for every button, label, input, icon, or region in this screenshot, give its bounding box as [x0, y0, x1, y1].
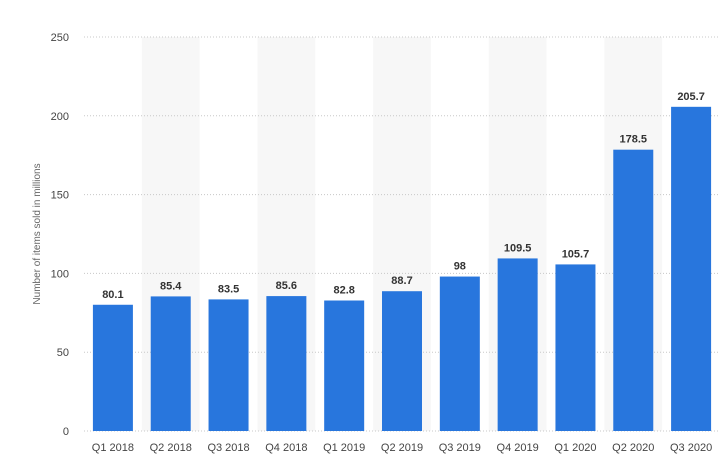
x-tick-label: Q2 2019	[381, 442, 423, 454]
bar-q2-2018	[150, 296, 191, 431]
bar-q1-2019	[324, 300, 365, 431]
data-label: 83.5	[218, 283, 239, 295]
bar-q4-2019	[497, 258, 538, 431]
data-label: 85.4	[160, 280, 182, 292]
data-label: 85.6	[276, 280, 297, 292]
x-tick-label: Q2 2020	[612, 442, 654, 454]
y-tick-label: 100	[51, 268, 69, 280]
bars	[92, 106, 712, 431]
bar-q1-2020	[555, 264, 596, 431]
bar-q3-2018	[208, 299, 249, 431]
data-label: 98	[454, 261, 466, 273]
x-tick-label: Q4 2019	[497, 442, 539, 454]
x-tick-label: Q1 2018	[92, 442, 134, 454]
y-axis-title: Number of items sold in millions	[32, 163, 43, 304]
data-label: 80.1	[102, 289, 123, 301]
x-tick-label: Q1 2020	[554, 442, 596, 454]
x-tick-label: Q4 2018	[265, 442, 307, 454]
x-axis-ticks: Q1 2018 Q2 2018 Q3 2018 Q4 2018 Q1 2019 Q2 20…	[92, 442, 712, 454]
y-tick-label: 250	[51, 32, 69, 44]
bar-q2-2019	[382, 291, 422, 431]
data-label: 88.7	[391, 275, 412, 287]
bar-q3-2019	[439, 276, 480, 431]
data-labels: 80.1 85.4 83.5 85.6 82.8 88.7 98 109.5 105.7 178.…	[102, 91, 705, 301]
data-label: 105.7	[562, 248, 590, 260]
data-label: 205.7	[677, 91, 705, 103]
y-tick-label: 0	[63, 426, 69, 438]
x-tick-label: Q1 2019	[323, 442, 365, 454]
bar-q2-2020	[613, 149, 654, 431]
y-axis-ticks: 0 50 100 150 200 250	[51, 32, 69, 438]
bar-q4-2018	[266, 296, 307, 431]
y-tick-label: 200	[51, 111, 69, 123]
data-label: 109.5	[504, 242, 532, 254]
bar-q3-2020	[671, 106, 712, 431]
y-tick-label: 50	[57, 347, 69, 359]
x-tick-label: Q3 2018	[207, 442, 249, 454]
x-tick-label: Q3 2020	[670, 442, 712, 454]
bar-q1-2018	[92, 304, 133, 431]
y-tick-label: 150	[51, 190, 69, 202]
data-label: 82.8	[333, 285, 354, 297]
x-tick-label: Q2 2018	[150, 442, 192, 454]
data-label: 178.5	[620, 134, 648, 146]
x-tick-label: Q3 2019	[439, 442, 481, 454]
